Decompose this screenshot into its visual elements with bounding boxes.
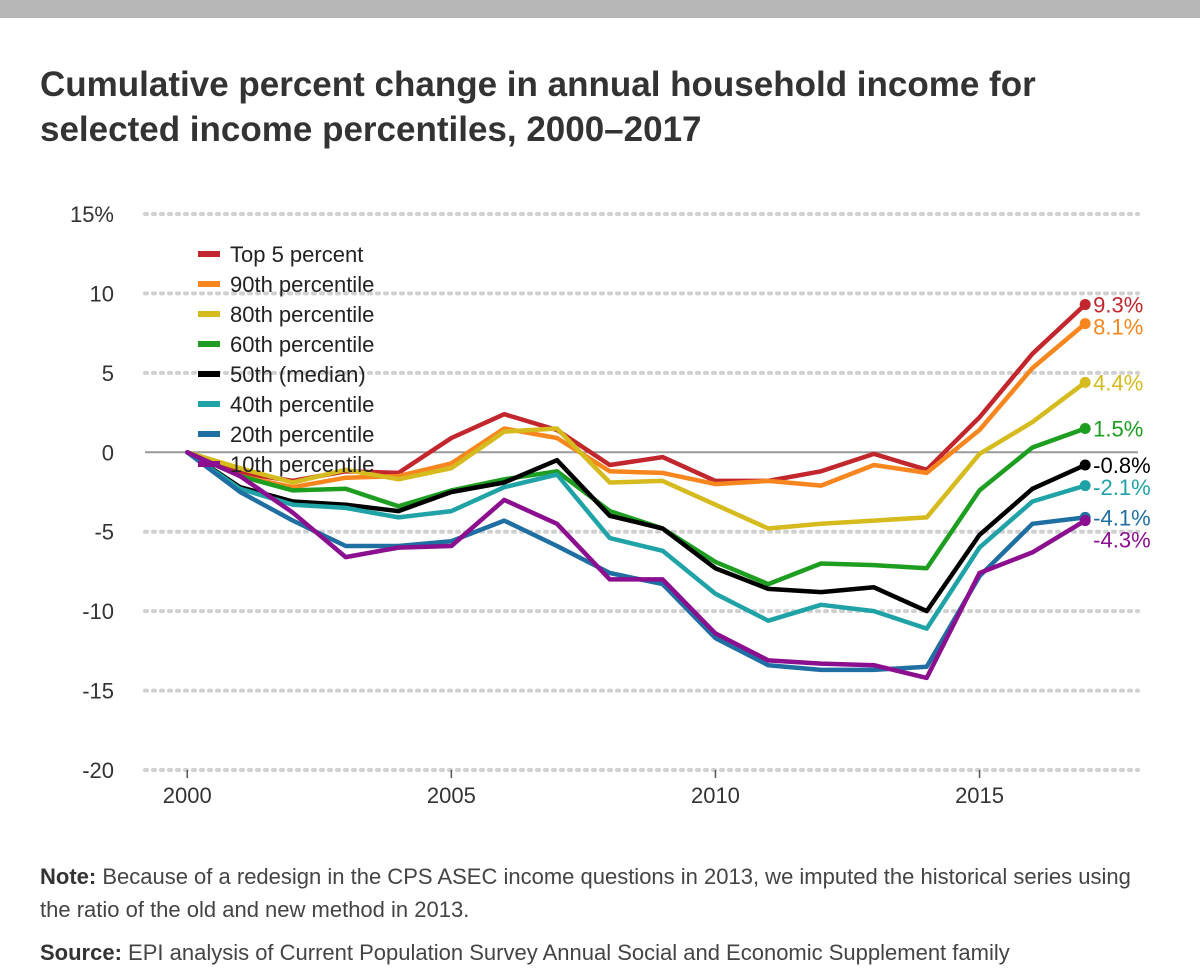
line-chart: 15% 10 5 0 -5 -10 -15 -20 2000 2005 2010 2015 9.3%… [70, 202, 1151, 808]
series-line-60th-percentile [185, 426, 1088, 587]
end-label-50th-median: -0.8% [1093, 453, 1150, 478]
x-tick-label: 2000 [163, 783, 212, 808]
note-text: Because of a redesign in the CPS ASEC in… [40, 864, 1131, 922]
series-line-90th-percentile [185, 321, 1088, 490]
x-tick-label: 2005 [427, 783, 476, 808]
series-end-point-60th-percentile [1079, 422, 1091, 434]
x-tick-label: 2015 [955, 783, 1004, 808]
end-label-80th-percentile: 4.4% [1093, 370, 1143, 395]
y-tick-label: -20 [82, 758, 114, 783]
source: Source: EPI analysis of Current Populati… [40, 936, 1160, 969]
end-label-top-5-percent: 9.3% [1093, 293, 1143, 318]
series-end-point-10th-percentile [1079, 515, 1091, 527]
series-lines [185, 299, 1091, 681]
x-axis: 2000 2005 2010 2015 [163, 770, 1004, 808]
source-label: Source: [40, 940, 122, 965]
note: Note: Because of a redesign in the CPS A… [40, 860, 1160, 926]
legend-label-90th-percentile: 90th percentile [230, 272, 374, 297]
y-tick-label: -5 [94, 520, 114, 545]
top-band [0, 0, 1200, 18]
chart-title: Cumulative percent change in annual hous… [40, 65, 1036, 149]
legend: Top 5 percent 90th percentile 80th percent… [198, 242, 374, 477]
series-line-10th-percentile [185, 450, 1088, 681]
end-label-10th-percentile: -4.3% [1093, 527, 1150, 552]
y-tick-label: 10 [90, 281, 114, 306]
legend-label-top-5-percent: Top 5 percent [230, 242, 363, 267]
series-end-point-40th-percentile [1079, 480, 1091, 492]
series-line-40th-percentile [185, 450, 1088, 631]
end-labels: 9.3%8.1% 4.4% 1.5% -0.8%-2.1% -4.1%-4.3% [1093, 293, 1150, 553]
y-axis: 15% 10 5 0 -5 -10 -15 -20 [70, 202, 114, 783]
y-tick-label: -15 [82, 679, 114, 704]
x-tick-label: 2010 [691, 783, 740, 808]
legend-label-40th-percentile: 40th percentile [230, 392, 374, 417]
legend-label-80th-percentile: 80th percentile [230, 302, 374, 327]
series-end-point-90th-percentile [1079, 318, 1091, 330]
y-tick-label: 15% [70, 202, 114, 227]
series-line-80th-percentile [185, 380, 1088, 531]
y-tick-label: -10 [82, 599, 114, 624]
series-line-20th-percentile [185, 450, 1088, 673]
source-text: EPI analysis of Current Population Surve… [121, 940, 1010, 965]
end-label-20th-percentile: -4.1% [1093, 505, 1150, 530]
note-label: Note: [40, 864, 97, 889]
series-end-point-50th-median [1079, 459, 1091, 471]
end-label-40th-percentile: -2.1% [1093, 475, 1150, 500]
legend-label-50th-median: 50th (median) [230, 362, 366, 387]
legend-label-10th-percentile: 10th percentile [230, 452, 374, 477]
grid-lines [143, 212, 1140, 772]
legend-label-60th-percentile: 60th percentile [230, 332, 374, 357]
series-end-point-top-5-percent [1079, 299, 1091, 311]
legend-label-20th-percentile: 20th percentile [230, 422, 374, 447]
y-tick-label: 0 [102, 440, 114, 465]
series-end-point-80th-percentile [1079, 376, 1091, 388]
end-label-60th-percentile: 1.5% [1093, 416, 1143, 441]
series-line-50th-median [185, 450, 1088, 614]
y-tick-label: 5 [102, 361, 114, 386]
end-label-90th-percentile: 8.1% [1093, 315, 1143, 340]
